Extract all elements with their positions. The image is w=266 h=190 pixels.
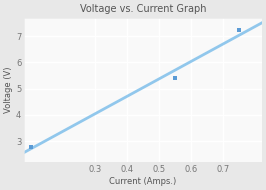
Point <box>237 28 242 31</box>
Point <box>173 77 177 80</box>
Point <box>28 145 33 148</box>
Y-axis label: Voltage (V): Voltage (V) <box>4 67 13 113</box>
Title: Voltage vs. Current Graph: Voltage vs. Current Graph <box>80 4 206 14</box>
X-axis label: Current (Amps.): Current (Amps.) <box>109 177 177 186</box>
